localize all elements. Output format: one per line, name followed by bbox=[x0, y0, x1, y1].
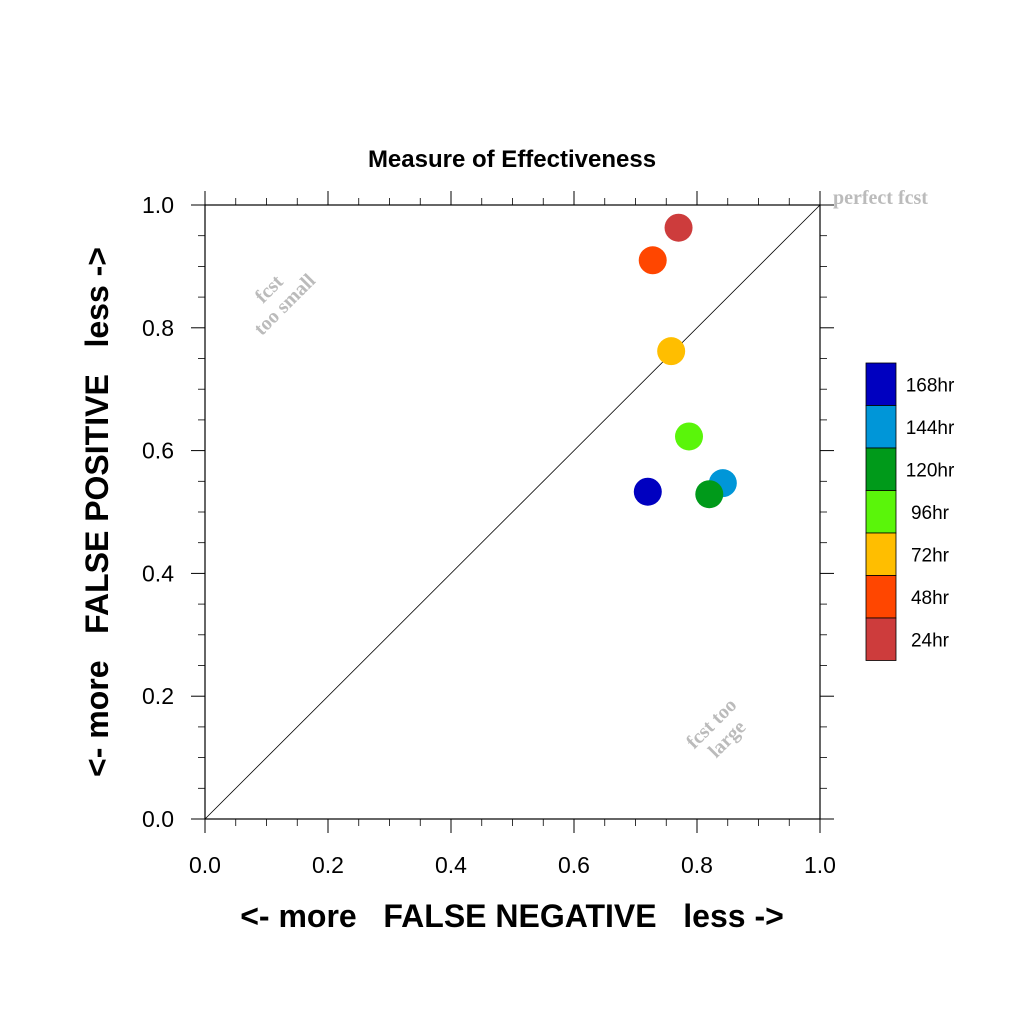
legend-label-24hr: 24hr bbox=[911, 630, 950, 651]
point-72hr bbox=[657, 337, 686, 366]
y-axis-tick-labels: 0.0 0.2 0.4 0.6 0.8 1.0 bbox=[142, 192, 174, 832]
legend: 168hr 144hr 120hr 96hr 72hr 48hr 24hr bbox=[865, 362, 955, 661]
too-small-line2: too small bbox=[250, 269, 320, 339]
point-96hr bbox=[675, 422, 704, 451]
legend-label-168hr: 168hr bbox=[906, 375, 955, 396]
legend-swatch-48hr bbox=[865, 575, 897, 619]
x-tick-label: 0.8 bbox=[681, 852, 713, 878]
chart-title: Measure of Effectiveness bbox=[368, 146, 656, 173]
x-axis-tick-labels: 0.0 0.2 0.4 0.6 0.8 1.0 bbox=[189, 852, 836, 878]
point-168hr bbox=[633, 477, 662, 506]
y-tick-label: 1.0 bbox=[142, 192, 174, 218]
point-48hr bbox=[638, 246, 667, 275]
too-large-annotation: fcst too large bbox=[682, 694, 750, 762]
x-axis-title: <- more FALSE NEGATIVE less -> bbox=[240, 898, 784, 934]
legend-label-48hr: 48hr bbox=[911, 588, 950, 609]
legend-label-96hr: 96hr bbox=[911, 503, 950, 524]
too-small-annotation: fcst too small bbox=[250, 269, 320, 339]
legend-swatch-72hr bbox=[865, 532, 897, 576]
y-tick-label: 0.4 bbox=[142, 560, 174, 586]
axis-ticks bbox=[191, 191, 834, 833]
x-tick-label: 1.0 bbox=[804, 852, 836, 878]
y-tick-label: 0.8 bbox=[142, 315, 174, 341]
legend-label-72hr: 72hr bbox=[911, 545, 950, 566]
legend-swatch-120hr bbox=[865, 447, 897, 491]
data-points bbox=[633, 213, 737, 509]
reference-diagonal-line bbox=[204, 204, 821, 820]
x-tick-label: 0.4 bbox=[435, 852, 467, 878]
y-tick-label: 0.0 bbox=[142, 806, 174, 832]
y-axis-title: <- more FALSE POSITIVE less -> bbox=[79, 247, 115, 777]
x-tick-label: 0.0 bbox=[189, 852, 221, 878]
x-tick-label: 0.2 bbox=[312, 852, 344, 878]
legend-swatch-144hr bbox=[865, 405, 897, 449]
x-tick-label: 0.6 bbox=[558, 852, 590, 878]
y-tick-label: 0.2 bbox=[142, 683, 174, 709]
perfect-forecast-annotation: perfect fcst bbox=[833, 187, 928, 209]
y-tick-label: 0.6 bbox=[142, 438, 174, 464]
legend-label-120hr: 120hr bbox=[906, 460, 955, 481]
legend-swatch-24hr bbox=[865, 617, 897, 661]
legend-swatch-96hr bbox=[865, 490, 897, 534]
point-24hr bbox=[664, 213, 693, 242]
legend-label-144hr: 144hr bbox=[906, 418, 955, 439]
point-120hr bbox=[695, 480, 724, 509]
legend-swatch-168hr bbox=[865, 362, 897, 406]
